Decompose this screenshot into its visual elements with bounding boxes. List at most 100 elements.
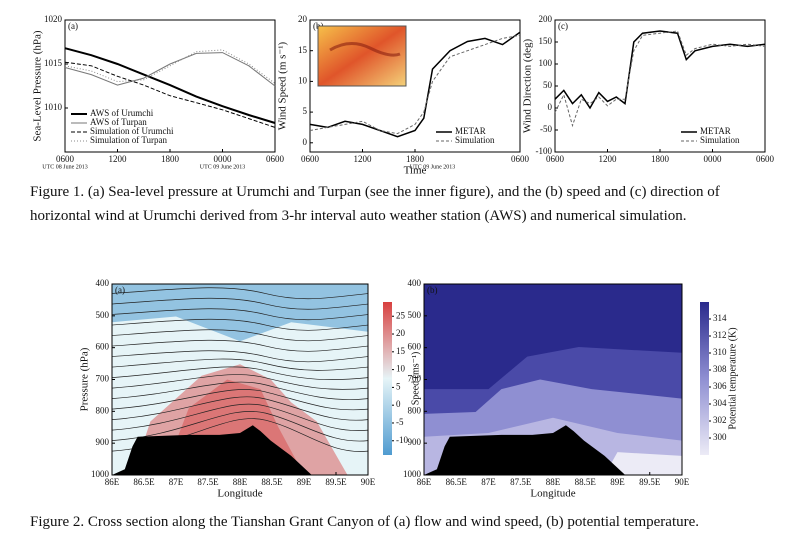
y-tick-label: 0 — [548, 102, 553, 112]
x-tick-label: 88E — [546, 477, 561, 487]
colorbar-tick-label: 314 — [713, 313, 727, 323]
streamline — [112, 329, 368, 342]
streamline — [112, 350, 368, 363]
y-tick-label: 900 — [408, 437, 422, 447]
series-line — [64, 52, 276, 87]
x-tick-label: 86E — [105, 477, 120, 487]
y-tick-label: 500 — [96, 310, 110, 320]
streamline — [112, 339, 368, 352]
figure-1-caption: Figure 1. (a) Sea-level pressure at Urum… — [30, 184, 720, 224]
streamline — [112, 358, 368, 371]
date-label: UTC 09 June 2013 — [200, 164, 246, 170]
x-tick-label: 88E — [233, 477, 248, 487]
colorbar-tick-label: 25 — [396, 310, 406, 320]
y-tick-label: 50 — [543, 80, 553, 90]
x-tick-label: 1200 — [109, 154, 128, 164]
streamline — [112, 374, 368, 390]
colorbar-tick-label: 312 — [713, 330, 727, 340]
y-tick-label: 200 — [539, 14, 553, 24]
x-tick-label: 87.5E — [197, 477, 219, 487]
x-tick-label: 1800 — [406, 154, 425, 164]
x-tick-label: 0000 — [704, 154, 723, 164]
field-region — [604, 452, 682, 475]
x-tick-label: 1200 — [599, 154, 618, 164]
y-axis-label: Wind Speed (m s⁻¹) — [277, 41, 289, 130]
legend-label: METAR — [700, 126, 731, 136]
colorbar-tick-label: 308 — [713, 364, 727, 374]
field-region — [112, 284, 368, 342]
panel-label: (c) — [558, 21, 568, 31]
x-tick-label: 89.5E — [639, 477, 661, 487]
series-line — [64, 49, 276, 84]
x-tick-label: 89.5E — [325, 477, 347, 487]
y-tick-label: 400 — [408, 278, 422, 288]
figure-2-caption: Figure 2. Cross section along the Tiansh… — [30, 514, 700, 530]
y-tick-label: 800 — [96, 405, 110, 415]
x-tick-label: 86E — [417, 477, 432, 487]
series-line — [64, 47, 276, 124]
y-tick-label: 1000 — [91, 469, 110, 479]
colorbar-tick-label: 20 — [396, 328, 406, 338]
date-label: UTC 08 June 2013 — [42, 164, 88, 170]
streamline — [112, 297, 368, 310]
panel-label: (b) — [427, 285, 438, 295]
contour-field — [424, 284, 682, 475]
x-tick-label: 88.5E — [261, 477, 283, 487]
colorbar — [383, 302, 392, 455]
streamline — [112, 411, 368, 442]
y-tick-label: 700 — [408, 374, 422, 384]
colorbar-tick-label: 302 — [713, 415, 727, 425]
y-tick-label: 400 — [96, 278, 110, 288]
colorbar-tick-label: 0 — [396, 399, 401, 409]
y-tick-label: 20 — [298, 14, 308, 24]
colorbar-tick-label: 10 — [396, 364, 406, 374]
colorbar-tick-label: -10 — [396, 435, 408, 445]
x-tick-label: 87E — [481, 477, 496, 487]
x-tick-label: 0600 — [511, 154, 530, 164]
x-tick-label: 0000 — [214, 154, 233, 164]
colorbar-tick-label: -5 — [396, 417, 404, 427]
series-line — [309, 31, 521, 138]
colorbar-tick-label: 306 — [713, 381, 727, 391]
colorbar-tick-label: 310 — [713, 347, 727, 357]
legend-label: Simulation — [455, 135, 495, 145]
streamline — [112, 366, 368, 380]
colorbar — [700, 302, 709, 455]
x-tick-label: 86.5E — [446, 477, 468, 487]
contour-field — [112, 284, 368, 475]
panel-label: (a) — [68, 21, 78, 31]
y-tick-label: 1000 — [403, 469, 422, 479]
series-line — [64, 61, 276, 128]
y-tick-label: 600 — [408, 342, 422, 352]
x-tick-label: 87.5E — [510, 477, 532, 487]
plot-frame — [554, 19, 766, 153]
x-tick-label: 88.5E — [575, 477, 597, 487]
x-tick-label: 1200 — [354, 154, 373, 164]
colorbar-tick-label: 300 — [713, 432, 727, 442]
series-line — [554, 30, 766, 128]
y-tick-label: -100 — [536, 146, 553, 156]
y-tick-label: 600 — [96, 342, 110, 352]
panel-label: (a) — [115, 285, 125, 295]
streamline — [112, 403, 368, 431]
terrain — [112, 425, 312, 475]
streamline — [112, 381, 368, 400]
inset-terrain — [329, 42, 401, 57]
y-tick-label: 900 — [96, 437, 110, 447]
x-tick-label: 0600 — [546, 154, 565, 164]
series-line — [309, 34, 521, 135]
streamline — [112, 389, 368, 411]
y-tick-label: 800 — [408, 405, 422, 415]
x-tick-label: 1800 — [651, 154, 670, 164]
x-axis-label: Longitude — [530, 488, 575, 500]
legend-label: AWS of Turpan — [90, 117, 147, 127]
colorbar-label: Speed (ms⁻¹) — [410, 352, 421, 406]
streamline — [112, 318, 368, 331]
x-axis-label: Longitude — [217, 488, 262, 500]
y-tick-label: 5 — [303, 106, 308, 116]
y-axis-label: Pressure (hPa) — [79, 347, 91, 411]
streamline — [112, 287, 368, 300]
x-tick-label: 90E — [361, 477, 376, 487]
x-tick-label: 89E — [610, 477, 625, 487]
x-tick-label: 0600 — [301, 154, 320, 164]
